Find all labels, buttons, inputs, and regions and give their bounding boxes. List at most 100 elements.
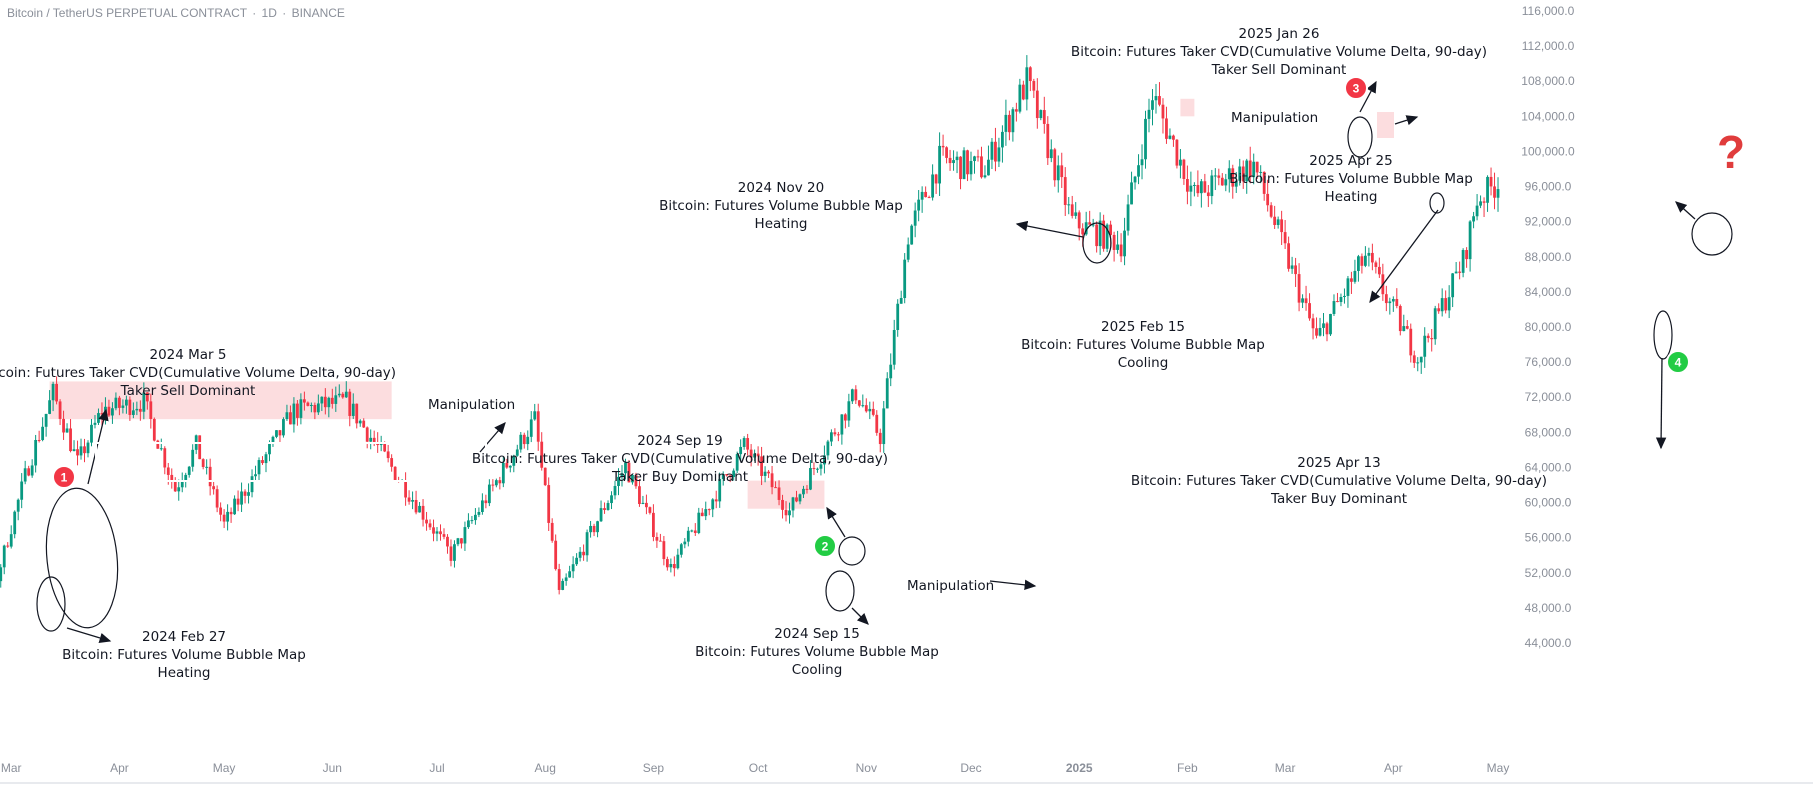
candle-body	[257, 460, 261, 475]
candle-body	[1409, 328, 1413, 356]
candle-body	[491, 484, 495, 486]
candle-body	[65, 428, 69, 433]
candle-body	[1025, 67, 1029, 100]
candle-body	[254, 474, 257, 477]
candle-body	[1213, 175, 1217, 177]
candle-body	[323, 396, 327, 408]
candle-body	[30, 465, 34, 476]
candle-body	[330, 397, 334, 404]
candle-body	[582, 551, 585, 556]
candle-body	[118, 397, 121, 408]
time-tick-label: May	[213, 761, 236, 775]
candle-body	[1332, 301, 1336, 314]
candle-body	[1196, 184, 1200, 194]
candle-body	[536, 411, 540, 442]
candle-body	[648, 507, 652, 513]
candle-body	[714, 499, 718, 502]
candle-body	[526, 436, 530, 445]
candle-body	[1067, 204, 1071, 206]
candle-body	[145, 392, 149, 402]
candle-body	[508, 465, 512, 468]
candle-body	[1269, 205, 1273, 217]
candle-body	[613, 485, 617, 496]
candle-body	[1001, 131, 1004, 148]
candle-body	[351, 403, 355, 416]
candle-body	[910, 225, 914, 245]
candle-body	[645, 502, 648, 508]
candle-body	[173, 481, 177, 492]
candle-body	[718, 479, 722, 502]
candle-body	[753, 453, 757, 458]
candle-body	[1280, 219, 1284, 233]
candle-body	[952, 160, 955, 164]
highlight-ellipse	[1653, 310, 1673, 360]
price-tick-label: 88,000.0	[1525, 250, 1572, 264]
time-tick-label: Jul	[429, 761, 444, 775]
marker-number: 4	[1675, 356, 1682, 370]
candle-body	[1454, 271, 1458, 274]
candle-body	[358, 420, 362, 424]
marker-circle	[1666, 350, 1690, 374]
candle-body	[236, 498, 240, 505]
candle-body	[55, 383, 58, 402]
candle-body	[344, 391, 348, 398]
candle-body	[138, 408, 142, 412]
annotation-arrow	[1369, 209, 1439, 304]
candle-body	[683, 541, 687, 545]
candle-body	[540, 441, 544, 468]
annotation-arrow	[851, 607, 869, 625]
candle-body	[229, 511, 233, 515]
candle-body	[379, 443, 383, 446]
candle-body	[1433, 308, 1437, 340]
candle-body	[44, 413, 48, 427]
time-tick-label: Oct	[749, 761, 768, 775]
candle-body	[809, 468, 812, 490]
candle-body	[1151, 100, 1154, 110]
candle-body	[812, 468, 816, 470]
candle-body	[240, 491, 243, 505]
candle-body	[1402, 326, 1406, 332]
price-tick-label: 56,000.0	[1525, 531, 1572, 545]
candle-body	[1416, 362, 1420, 364]
candle-body	[348, 391, 352, 416]
candle-body	[948, 157, 952, 164]
candle-body	[805, 488, 809, 490]
candle-body	[1248, 160, 1252, 178]
candle-body	[721, 474, 725, 480]
candle-body	[355, 403, 359, 424]
candle-body	[480, 500, 484, 512]
candle-body	[931, 174, 935, 198]
candle-body	[1126, 204, 1130, 231]
candle-body	[760, 456, 763, 476]
candle-body	[589, 525, 592, 533]
candle-body	[634, 474, 638, 487]
candle-body	[365, 427, 369, 442]
candle-body	[299, 399, 303, 418]
candle-body	[86, 442, 90, 454]
candle-body	[0, 567, 3, 582]
candle-body	[697, 512, 701, 534]
candle-body	[1426, 335, 1430, 339]
price-tick-label: 48,000.0	[1525, 601, 1572, 615]
price-tick-label: 44,000.0	[1525, 636, 1572, 650]
candle-body	[599, 508, 603, 522]
price-tick-label: 108,000.0	[1521, 74, 1575, 88]
candle-body	[1182, 159, 1186, 180]
candle-body	[1437, 308, 1441, 312]
candle-body	[791, 497, 795, 511]
candle-body	[264, 454, 268, 464]
candle-body	[1007, 114, 1011, 133]
candle-body	[969, 161, 973, 175]
candle-body	[892, 329, 896, 365]
candle-body	[1412, 355, 1416, 363]
candle-body	[320, 396, 324, 404]
price-tick-label: 60,000.0	[1525, 496, 1572, 510]
annotation-arrow	[1394, 115, 1419, 126]
candle-body	[1252, 161, 1256, 178]
candle-body	[1140, 159, 1144, 166]
time-tick-label: Apr	[110, 761, 129, 775]
candle-body	[1199, 181, 1203, 194]
candle-body	[1315, 328, 1318, 336]
candle-body	[732, 470, 736, 478]
